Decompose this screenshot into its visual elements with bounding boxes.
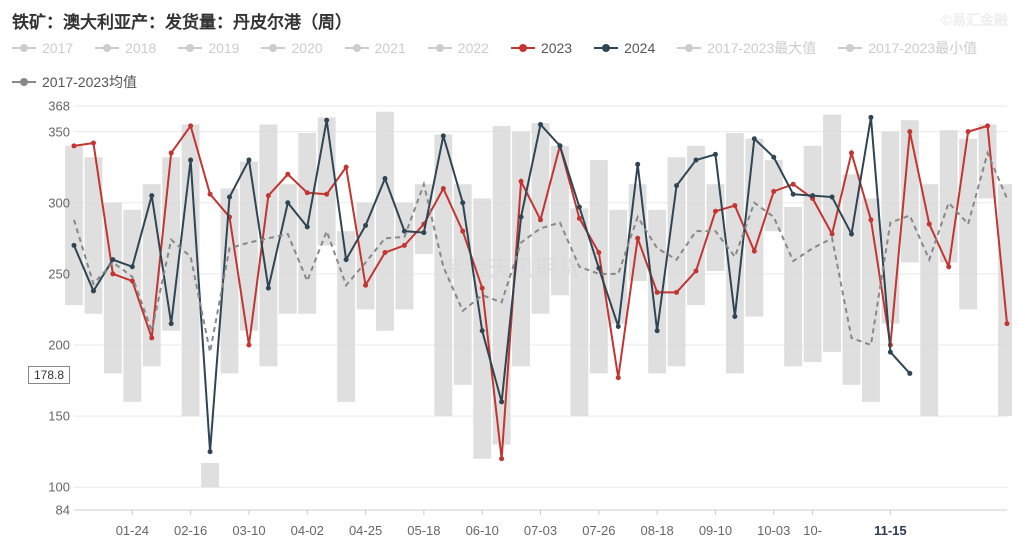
legend-swatch	[12, 47, 36, 49]
legend-label: 2017	[42, 40, 73, 56]
chart-title: 铁矿：澳大利亚产：发货量：丹皮尔港（周）	[12, 8, 352, 33]
y-tick-label: 368	[48, 99, 70, 114]
legend-item-y2020[interactable]: 2020	[261, 40, 322, 56]
legend-swatch	[95, 47, 119, 49]
y-tick-label: 150	[48, 409, 70, 424]
x-tick-label: 07-03	[524, 523, 557, 538]
legend-swatch	[594, 47, 618, 49]
y-tick-label: 350	[48, 124, 70, 139]
legend-label: 2022	[458, 40, 489, 56]
y-tick-label: 100	[48, 480, 70, 495]
x-tick-label: 03-10	[232, 523, 265, 538]
y-tick-label: 200	[48, 337, 70, 352]
x-tick-label: 05-18	[407, 523, 440, 538]
legend-item-y2022[interactable]: 2022	[428, 40, 489, 56]
legend-item-y2017[interactable]: 2017	[12, 40, 73, 56]
legend-swatch	[838, 47, 862, 49]
legend-label: 2018	[125, 40, 156, 56]
legend-label: 2019	[208, 40, 239, 56]
x-tick-label: 01-24	[116, 523, 149, 538]
x-tick-label: 04-25	[349, 523, 382, 538]
y-highlighted-value: 178.8	[28, 366, 70, 384]
legend-label: 2017-2023均值	[42, 72, 137, 92]
x-tick-label: 02-16	[174, 523, 207, 538]
x-tick-label: 04-02	[291, 523, 324, 538]
legend-swatch	[511, 47, 535, 49]
x-tick-label: 09-10	[699, 523, 732, 538]
chart-area: 紫金天风期货 84100150200250300350368178.801-24…	[12, 100, 1012, 540]
x-tick-label: 06-10	[466, 523, 499, 538]
x-tick-label: 07-26	[582, 523, 615, 538]
legend-swatch	[345, 47, 369, 49]
legend-item-min[interactable]: 2017-2023最小值	[838, 38, 977, 58]
x-tick-label: 08-18	[641, 523, 674, 538]
y-tick-label: 250	[48, 266, 70, 281]
legend-label: 2023	[541, 40, 572, 56]
legend: 2017 2018 2019 2020 2021 2022 2023 2024 2017-202…	[12, 38, 1014, 92]
x-tick-label: 11-15	[874, 523, 907, 538]
chart-svg	[12, 100, 1012, 540]
legend-swatch	[261, 47, 285, 49]
y-tick-label: 300	[48, 195, 70, 210]
legend-item-max[interactable]: 2017-2023最大值	[677, 38, 816, 58]
legend-item-y2024[interactable]: 2024	[594, 40, 655, 56]
y-tick-label: 84	[56, 503, 70, 518]
legend-label: 2017-2023最大值	[707, 38, 816, 58]
legend-label: 2021	[375, 40, 406, 56]
legend-swatch	[428, 47, 452, 49]
legend-item-y2018[interactable]: 2018	[95, 40, 156, 56]
legend-swatch	[178, 47, 202, 49]
x-tick-label: 10-03	[757, 523, 790, 538]
legend-item-y2021[interactable]: 2021	[345, 40, 406, 56]
legend-label: 2017-2023最小值	[868, 38, 977, 58]
watermark-top-right: ©易汇金融	[942, 10, 1008, 30]
legend-swatch	[12, 81, 36, 83]
legend-swatch	[677, 47, 701, 49]
legend-item-mean[interactable]: 2017-2023均值	[12, 72, 137, 92]
legend-label: 2020	[291, 40, 322, 56]
x-tick-label: 10-	[803, 523, 822, 538]
legend-label: 2024	[624, 40, 655, 56]
legend-item-y2023[interactable]: 2023	[511, 40, 572, 56]
legend-item-y2019[interactable]: 2019	[178, 40, 239, 56]
